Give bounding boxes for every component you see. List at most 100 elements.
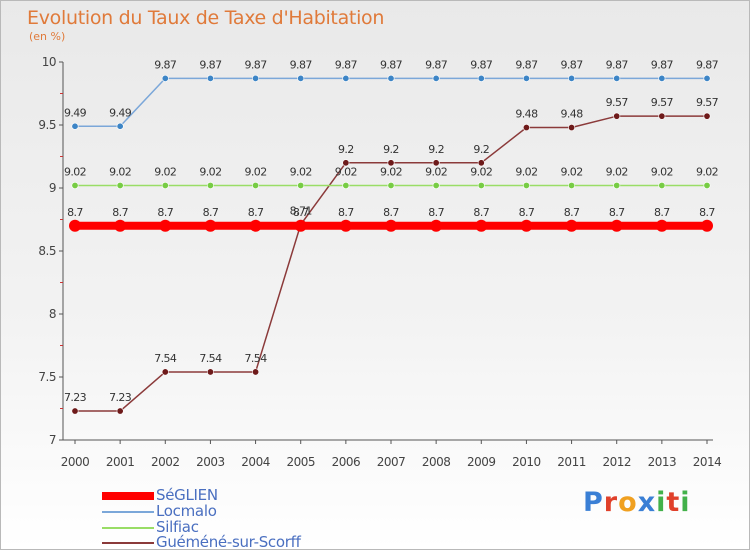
data-label-0: 8.7 [67,206,83,219]
legend-swatch-silfiac [102,527,154,529]
data-label-2: 9.02 [154,165,176,178]
data-label-0: 8.7 [338,206,354,219]
series-point-1 [703,74,711,82]
legend-label-silfiac: Silfiac [156,518,199,536]
y-tick-label: 10 [42,55,56,69]
x-tick-label: 2004 [241,455,270,469]
data-label-1: 9.87 [606,58,629,71]
legend-swatch-locmalo [102,511,154,513]
legend-swatch-seglien [102,492,154,500]
series-point-0 [385,219,397,232]
series-point-2 [161,181,169,189]
series-point-1 [161,74,169,82]
data-label-3: 9.2 [473,143,489,156]
y-tick-label: 9 [49,181,56,195]
data-label-0: 8.7 [609,206,625,219]
series-point-1 [568,74,576,82]
data-label-3: 7.23 [64,391,87,404]
x-tick-label: 2009 [467,455,496,469]
data-label-2: 9.02 [606,165,628,178]
y-tick-label: 7 [49,433,56,447]
data-label-2: 9.02 [470,165,492,178]
x-tick-label: 2000 [61,455,90,469]
data-label-0: 8.7 [157,206,173,219]
series-point-1 [432,74,440,82]
x-tick-label: 2014 [693,455,722,469]
data-label-3: 7.23 [109,391,132,404]
data-label-3: 7.54 [245,352,268,365]
series-point-0 [249,219,262,232]
series-point-3 [658,112,666,120]
proxiti-logo: Proxiti [583,487,691,518]
series-point-1 [342,74,350,82]
logo-letter: i [656,487,667,518]
series-point-2 [568,181,576,189]
data-label-2: 9.02 [64,165,86,178]
data-label-2: 9.02 [425,165,447,178]
series-point-3 [161,368,169,376]
series-point-3 [116,407,124,415]
series-point-1 [206,74,214,82]
logo-letter: i [680,487,691,518]
data-label-3: 9.57 [696,96,719,109]
series-point-2 [477,181,485,189]
data-label-2: 9.02 [199,165,221,178]
y-tick-label: 8 [49,307,56,321]
logo-letter: x [637,487,657,518]
x-tick-label: 2007 [377,455,406,469]
data-label-0: 8.7 [112,206,128,219]
series-point-1 [71,122,79,130]
data-label-0: 8.7 [293,206,309,219]
data-label-3: 9.57 [651,96,674,109]
series-point-0 [430,219,443,232]
data-label-1: 9.87 [290,58,313,71]
data-label-2: 9.02 [696,165,718,178]
x-tick-label: 2002 [151,455,180,469]
data-label-1: 9.87 [425,58,448,71]
data-label-2: 9.02 [335,165,357,178]
data-label-0: 8.7 [248,206,264,219]
series-point-1 [387,74,395,82]
data-label-1: 9.87 [561,58,584,71]
data-label-2: 9.02 [561,165,583,178]
x-tick-label: 2003 [196,455,225,469]
series-point-0 [565,219,578,232]
data-label-3: 7.54 [154,352,177,365]
legend-label-guemene: Guéméné-sur-Scorff [156,533,301,551]
data-label-2: 9.02 [515,165,537,178]
logo-letter: r [603,487,619,518]
series-point-0 [69,219,81,232]
series-point-2 [297,181,305,189]
series-point-0 [655,219,668,232]
data-label-3: 7.54 [199,352,222,365]
data-label-0: 8.7 [519,206,535,219]
series-point-0 [610,219,623,232]
data-label-3: 9.48 [515,108,538,121]
series-point-3 [71,407,79,415]
x-tick-label: 2008 [422,455,451,469]
data-label-3: 9.48 [561,108,584,121]
data-label-1: 9.87 [696,58,719,71]
data-label-0: 8.7 [654,206,670,219]
data-label-1: 9.87 [380,58,403,71]
series-point-3 [252,368,260,376]
data-label-0: 8.7 [428,206,444,219]
series-point-2 [71,181,79,189]
series-point-3 [387,159,395,167]
data-label-1: 9.87 [199,58,222,71]
series-point-0 [159,219,172,232]
data-label-3: 9.2 [338,143,354,156]
series-point-2 [432,181,440,189]
series-point-0 [475,219,488,232]
y-tick-label: 8.5 [38,244,56,258]
data-label-3: 9.2 [428,143,444,156]
series-point-3 [342,159,350,167]
series-point-1 [613,74,621,82]
data-label-3: 9.2 [383,143,399,156]
x-tick-label: 2010 [512,455,541,469]
series-point-2 [613,181,621,189]
data-label-2: 9.02 [651,165,673,178]
series-point-3 [206,368,214,376]
